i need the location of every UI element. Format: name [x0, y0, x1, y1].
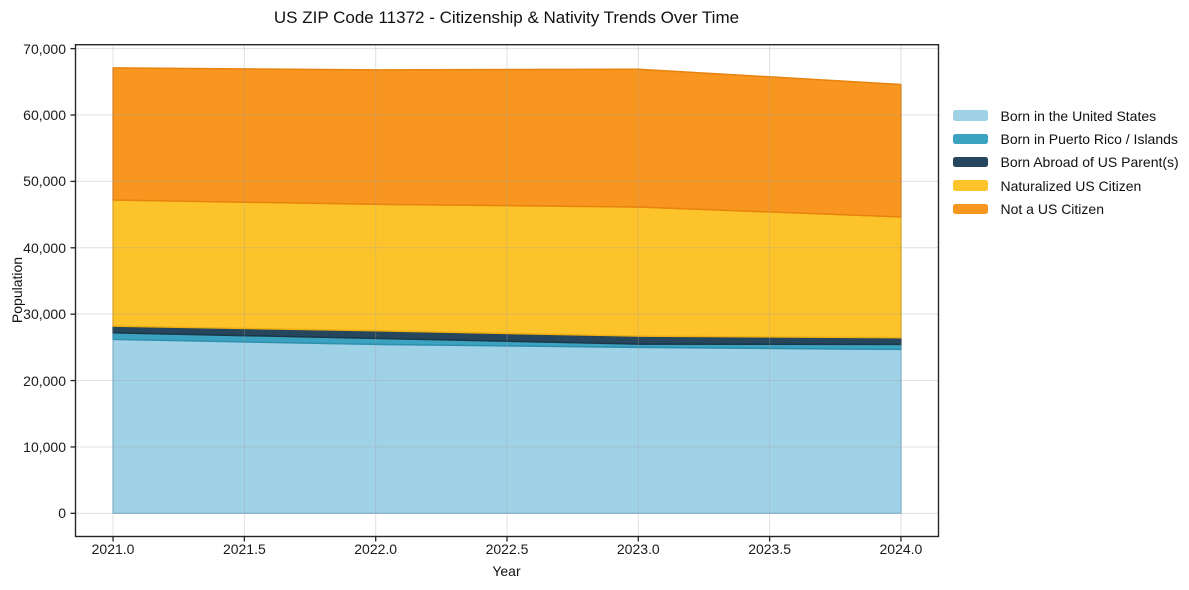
x-tick-label: 2023.0 — [616, 541, 660, 557]
legend-label: Naturalized US Citizen — [1000, 177, 1142, 194]
legend-label: Not a US Citizen — [1000, 200, 1104, 217]
y-tick-label: 10,000 — [23, 438, 66, 455]
legend-swatch — [953, 203, 988, 215]
y-tick-label: 60,000 — [23, 107, 66, 124]
legend-item: Born in Puerto Rico / Islands — [953, 127, 1179, 150]
y-tick-label: 30,000 — [23, 306, 66, 323]
x-tick-label: 2022.0 — [354, 541, 398, 557]
legend-swatch — [953, 133, 988, 145]
legend-item: Born Abroad of US Parent(s) — [953, 151, 1179, 174]
legend-swatch — [953, 180, 988, 191]
x-tick-label: 2022.5 — [485, 541, 529, 557]
chart-title: US ZIP Code 11372 - Citizenship & Nativi… — [273, 8, 740, 27]
legend-swatch — [953, 110, 988, 121]
x-tick-label: 2021.0 — [91, 541, 135, 557]
y-tick-label: 20,000 — [23, 372, 66, 389]
x-tick-label: 2021.5 — [222, 541, 266, 557]
x-tick-label: 2024.0 — [879, 541, 923, 557]
legend-label: Born in the United States — [1000, 107, 1157, 124]
legend-label: Born in Puerto Rico / Islands — [1000, 130, 1178, 147]
y-tick-label: 0 — [58, 505, 66, 522]
y-tick-label: 50,000 — [23, 173, 66, 190]
legend: Born in the United States Born in Puerto … — [953, 104, 1179, 220]
x-axis-label: Year — [492, 563, 521, 579]
y-tick-label: 70,000 — [23, 40, 66, 57]
legend-item: Born in the United States — [953, 104, 1179, 127]
legend-item: Not a US Citizen — [953, 197, 1179, 220]
legend-label: Born Abroad of US Parent(s) — [1000, 154, 1179, 171]
legend-swatch — [953, 156, 988, 168]
y-tick-label: 40,000 — [23, 239, 66, 256]
legend-item: Naturalized US Citizen — [953, 174, 1179, 197]
x-tick-label: 2023.5 — [748, 541, 792, 557]
